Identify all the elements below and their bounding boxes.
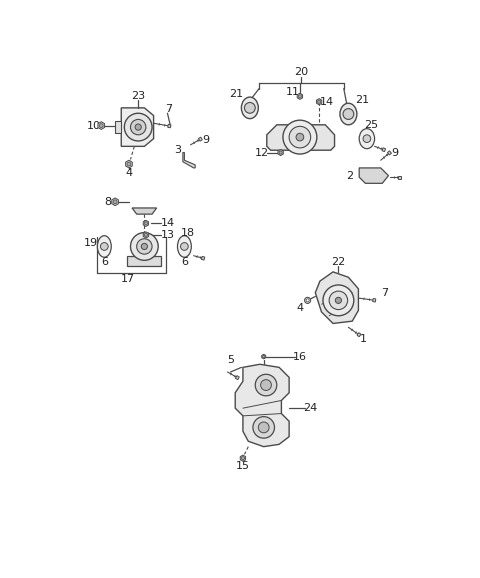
Ellipse shape (340, 103, 357, 125)
Text: 4: 4 (296, 303, 303, 313)
Polygon shape (262, 354, 266, 359)
Circle shape (144, 234, 147, 236)
Text: 7: 7 (381, 288, 388, 298)
Text: 11: 11 (286, 87, 300, 98)
Text: 15: 15 (236, 461, 250, 471)
Polygon shape (115, 121, 121, 134)
Text: 16: 16 (293, 351, 307, 362)
Polygon shape (112, 198, 119, 206)
Circle shape (137, 239, 152, 254)
Circle shape (124, 113, 152, 141)
Polygon shape (143, 232, 149, 238)
Circle shape (279, 151, 282, 154)
Text: 10: 10 (87, 121, 101, 131)
Circle shape (258, 422, 269, 433)
Circle shape (99, 124, 103, 128)
Polygon shape (121, 108, 154, 146)
Polygon shape (132, 208, 156, 214)
Text: 5: 5 (227, 355, 234, 365)
Text: 17: 17 (120, 274, 134, 284)
Text: 23: 23 (131, 91, 145, 101)
Circle shape (283, 120, 317, 154)
Text: 6: 6 (101, 257, 108, 267)
Polygon shape (235, 376, 240, 380)
Polygon shape (198, 137, 203, 141)
Circle shape (244, 102, 255, 113)
Text: 7: 7 (166, 105, 173, 114)
Circle shape (318, 100, 321, 103)
Text: 8: 8 (105, 197, 112, 207)
Circle shape (306, 299, 309, 302)
Circle shape (261, 380, 271, 391)
Polygon shape (315, 272, 359, 324)
Polygon shape (357, 333, 361, 337)
Polygon shape (267, 125, 335, 150)
Circle shape (363, 135, 371, 143)
Text: 9: 9 (391, 147, 398, 158)
Circle shape (343, 109, 354, 120)
Text: 24: 24 (303, 403, 318, 413)
Polygon shape (127, 255, 161, 266)
Circle shape (263, 355, 265, 358)
Polygon shape (387, 151, 392, 155)
Ellipse shape (241, 97, 258, 118)
Circle shape (299, 95, 301, 98)
Text: 20: 20 (294, 68, 309, 77)
Circle shape (253, 417, 275, 438)
Ellipse shape (97, 236, 111, 257)
Text: 13: 13 (160, 230, 174, 240)
Circle shape (255, 375, 277, 396)
Text: 19: 19 (84, 238, 97, 247)
Circle shape (100, 243, 108, 250)
Text: 14: 14 (160, 218, 175, 228)
Polygon shape (359, 168, 388, 183)
Text: 4: 4 (125, 168, 132, 178)
Circle shape (131, 120, 146, 135)
Circle shape (131, 232, 158, 260)
Polygon shape (235, 364, 289, 447)
Polygon shape (240, 455, 246, 461)
Polygon shape (297, 93, 302, 99)
Circle shape (113, 200, 117, 203)
Polygon shape (398, 176, 401, 179)
Circle shape (144, 222, 147, 225)
Circle shape (304, 297, 311, 303)
Text: 18: 18 (181, 228, 195, 238)
Text: 2: 2 (347, 171, 353, 180)
Circle shape (296, 134, 304, 141)
Polygon shape (372, 299, 376, 302)
Polygon shape (143, 220, 149, 227)
Text: 14: 14 (320, 97, 334, 107)
Polygon shape (316, 99, 322, 105)
Text: 21: 21 (355, 95, 369, 105)
Circle shape (180, 243, 188, 250)
Circle shape (329, 291, 348, 310)
Polygon shape (168, 124, 171, 128)
Text: 25: 25 (364, 120, 378, 130)
Text: 21: 21 (229, 89, 243, 99)
Circle shape (135, 124, 141, 130)
Ellipse shape (178, 236, 192, 257)
Polygon shape (382, 148, 385, 151)
Circle shape (127, 162, 131, 166)
Text: 3: 3 (174, 145, 181, 155)
Circle shape (141, 243, 147, 250)
Text: 22: 22 (331, 257, 346, 267)
Circle shape (241, 457, 244, 460)
Text: 1: 1 (360, 334, 367, 344)
Polygon shape (202, 257, 205, 260)
Circle shape (323, 285, 354, 316)
Polygon shape (126, 160, 132, 168)
Circle shape (289, 127, 311, 148)
Text: 6: 6 (181, 257, 188, 267)
Circle shape (336, 297, 341, 303)
Ellipse shape (359, 129, 374, 149)
Polygon shape (98, 122, 105, 129)
Text: 12: 12 (254, 147, 268, 158)
Polygon shape (183, 153, 195, 168)
Polygon shape (278, 150, 283, 155)
Text: 9: 9 (203, 135, 210, 145)
